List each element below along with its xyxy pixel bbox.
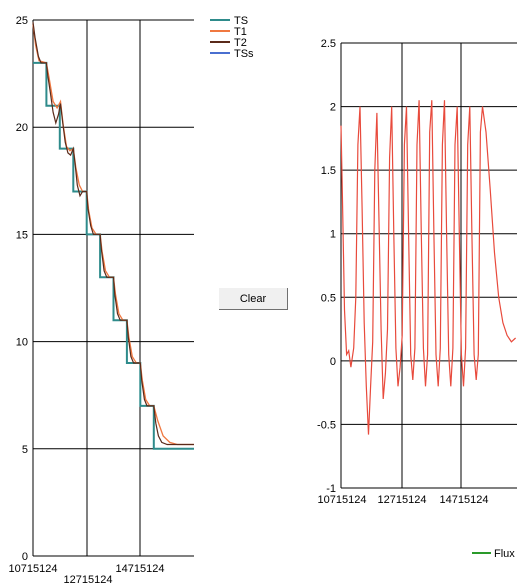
y-tick-label: -0.5: [317, 419, 336, 431]
y-tick-label: 0.5: [321, 292, 336, 304]
x-tick-label: 12715124: [378, 494, 427, 506]
y-tick-label: 1: [330, 229, 336, 241]
y-tick-label: 0: [22, 551, 28, 563]
x-tick-label: 10715124: [318, 494, 367, 506]
legend-label: T1: [234, 26, 247, 38]
x-tick-label: 10715124: [9, 563, 58, 575]
y-tick-label: 1.5: [321, 165, 336, 177]
y-tick-label: 20: [16, 122, 28, 134]
series-line-unnamed: [340, 100, 517, 435]
y-tick-label: 15: [16, 229, 28, 241]
y-tick-label: 10: [16, 337, 28, 349]
y-tick-label: 5: [22, 444, 28, 456]
y-tick-label: -1: [326, 483, 336, 495]
clear-button[interactable]: Clear: [219, 288, 288, 310]
legend-label: TSs: [234, 48, 254, 60]
y-tick-label: 2: [330, 102, 336, 114]
legend-label: T2: [234, 37, 247, 49]
series-line-ts: [33, 61, 194, 450]
legend-label: TS: [234, 15, 248, 27]
x-tick-label: 14715124: [116, 563, 165, 575]
x-tick-label: 12715124: [64, 574, 113, 586]
y-tick-label: 25: [16, 15, 28, 27]
series-line-t2: [32, 22, 194, 446]
y-tick-label: 0: [330, 356, 336, 368]
flux-chart: -1 -0.5 0 0.5 1 1.5 2 2.5 10715124 12715124 147151…: [317, 38, 517, 560]
legend-label: Flux: [494, 548, 515, 560]
y-tick-label: 2.5: [321, 38, 336, 50]
x-tick-label: 14715124: [440, 494, 489, 506]
